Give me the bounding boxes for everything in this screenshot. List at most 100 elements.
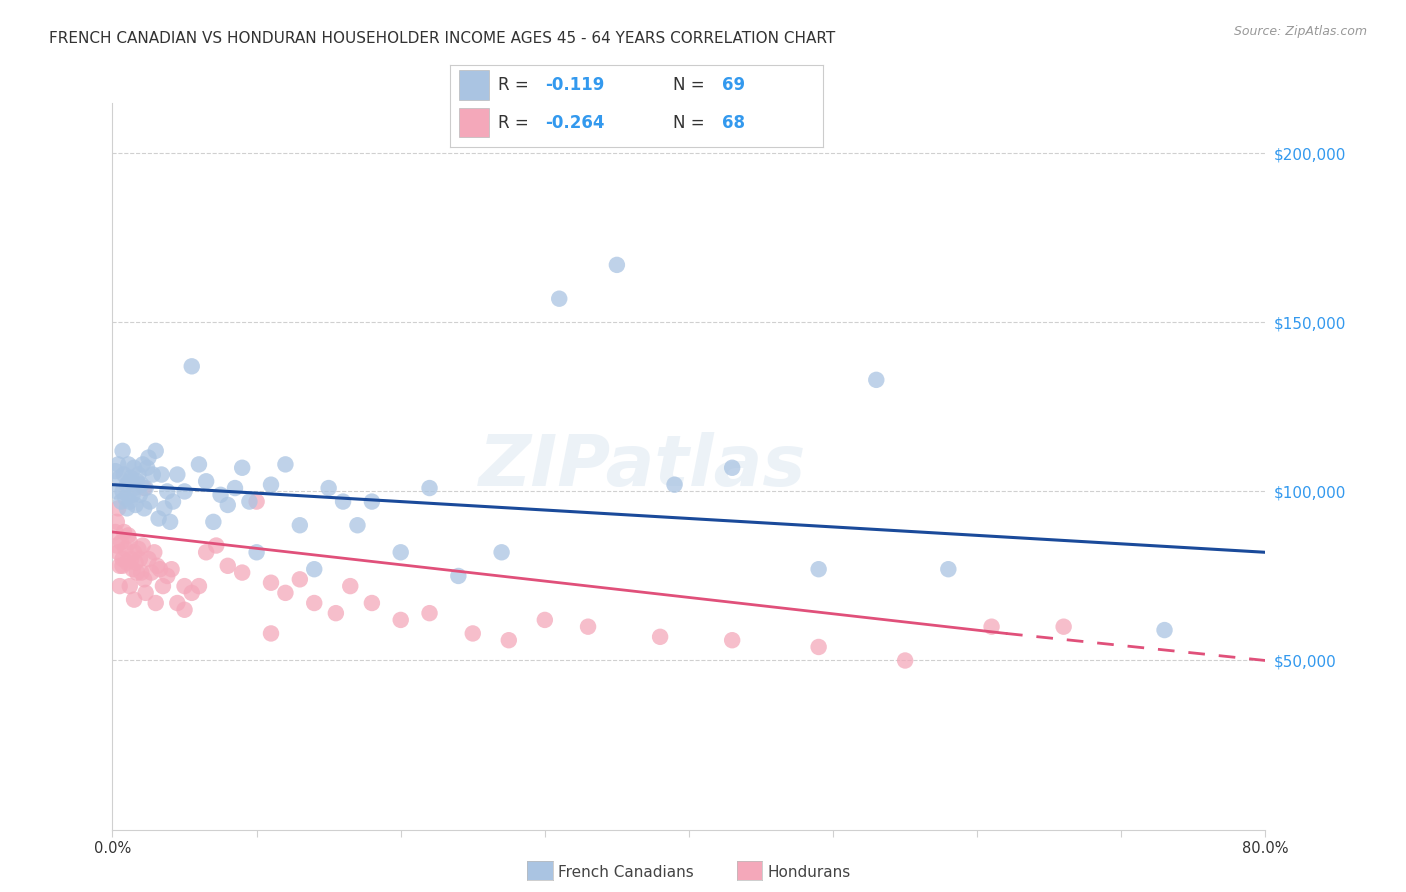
Point xyxy=(141,566,163,580)
Point xyxy=(148,511,170,525)
Point xyxy=(117,528,139,542)
Point xyxy=(115,556,138,570)
Point xyxy=(1053,620,1076,634)
Point xyxy=(173,579,195,593)
Point xyxy=(138,450,160,465)
Point xyxy=(122,545,145,559)
Point xyxy=(111,484,134,499)
Text: N =: N = xyxy=(673,113,710,131)
Point xyxy=(135,481,157,495)
Point xyxy=(150,467,173,482)
Point xyxy=(104,524,127,539)
Point xyxy=(360,494,382,508)
Point xyxy=(491,545,513,559)
Point xyxy=(118,494,141,508)
Bar xyxy=(460,108,489,137)
Point xyxy=(160,562,183,576)
Point xyxy=(104,464,127,478)
Point xyxy=(128,552,150,566)
Point xyxy=(217,558,239,573)
Point xyxy=(121,488,143,502)
Point xyxy=(217,498,239,512)
Point xyxy=(304,596,326,610)
Point xyxy=(419,606,441,620)
Text: -0.119: -0.119 xyxy=(546,76,605,94)
Point xyxy=(260,477,283,491)
Point xyxy=(136,460,159,475)
Point xyxy=(339,579,361,593)
Point xyxy=(159,515,181,529)
Point xyxy=(325,606,347,620)
Text: Source: ZipAtlas.com: Source: ZipAtlas.com xyxy=(1233,25,1367,38)
Point xyxy=(145,443,167,458)
Point xyxy=(166,596,188,610)
Point xyxy=(548,292,571,306)
Bar xyxy=(460,70,489,100)
Point xyxy=(112,524,135,539)
Point xyxy=(389,613,412,627)
Point xyxy=(188,458,211,472)
Point xyxy=(110,494,132,508)
Point xyxy=(173,603,195,617)
Point xyxy=(111,558,134,573)
Point xyxy=(145,596,167,610)
Point xyxy=(346,518,368,533)
Point xyxy=(134,572,156,586)
Point xyxy=(807,640,830,654)
Point xyxy=(498,633,520,648)
Point xyxy=(114,541,136,556)
Point xyxy=(149,562,172,576)
Point xyxy=(115,501,138,516)
Point xyxy=(156,484,179,499)
Point xyxy=(180,359,202,374)
Point xyxy=(664,477,686,491)
Point xyxy=(246,494,269,508)
Point xyxy=(894,653,917,667)
Text: 68: 68 xyxy=(721,113,745,131)
Text: French Canadians: French Canadians xyxy=(558,865,695,880)
Point xyxy=(112,467,135,482)
Point xyxy=(202,515,225,529)
Point xyxy=(389,545,412,559)
Point xyxy=(162,494,184,508)
Point xyxy=(110,535,132,549)
Point xyxy=(721,460,744,475)
Point xyxy=(260,626,283,640)
Point xyxy=(118,475,141,489)
Point xyxy=(111,552,134,566)
Point xyxy=(650,630,672,644)
Point xyxy=(209,488,232,502)
Point xyxy=(188,579,211,593)
Point xyxy=(134,501,156,516)
Point xyxy=(1153,623,1175,637)
Point xyxy=(108,558,131,573)
Point xyxy=(127,467,149,482)
Point xyxy=(108,579,131,593)
Point xyxy=(274,458,297,472)
Text: FRENCH CANADIAN VS HONDURAN HOUSEHOLDER INCOME AGES 45 - 64 YEARS CORRELATION CH: FRENCH CANADIAN VS HONDURAN HOUSEHOLDER … xyxy=(49,31,835,46)
Point xyxy=(195,545,218,559)
Point xyxy=(534,613,557,627)
Point xyxy=(127,541,149,556)
Text: -0.264: -0.264 xyxy=(546,113,605,131)
Point xyxy=(260,575,283,590)
Text: N =: N = xyxy=(673,76,710,94)
Point xyxy=(105,515,128,529)
Point xyxy=(195,475,218,489)
Point xyxy=(865,373,887,387)
Point xyxy=(120,471,142,485)
Point xyxy=(224,481,246,495)
Point xyxy=(120,552,142,566)
Point xyxy=(124,556,146,570)
Point xyxy=(156,569,179,583)
Point xyxy=(132,458,155,472)
Point xyxy=(105,539,128,553)
Point xyxy=(318,481,340,495)
Point xyxy=(419,481,441,495)
Point xyxy=(360,596,382,610)
Point xyxy=(122,481,145,495)
Point xyxy=(274,586,297,600)
Point xyxy=(139,494,162,508)
Point xyxy=(124,498,146,512)
Point xyxy=(108,471,131,485)
